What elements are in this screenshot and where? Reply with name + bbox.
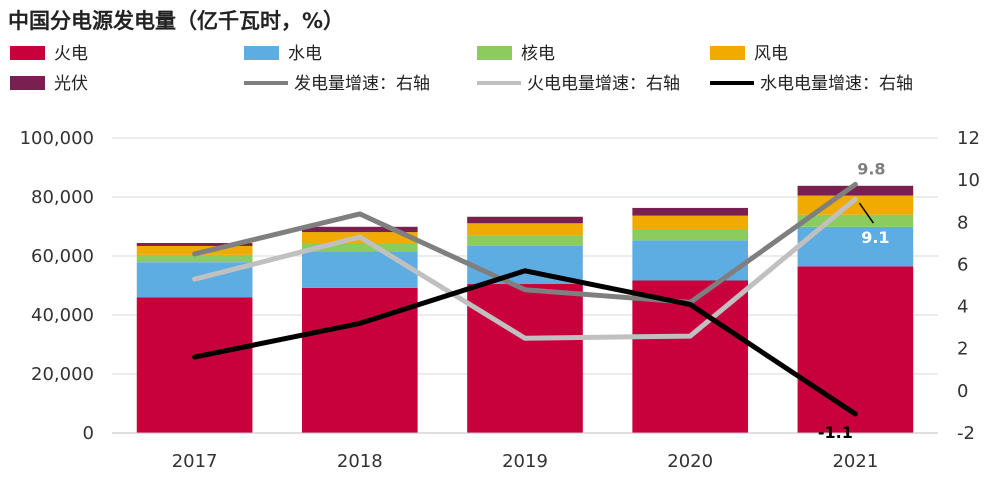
lines [192, 181, 858, 417]
y-tick-label: 80,000 [31, 187, 94, 208]
bar-3-2018 [301, 243, 418, 252]
x-tick-label: 2018 [337, 451, 383, 472]
bar-5-2019 [467, 216, 583, 224]
x-tick-label: 2017 [172, 451, 218, 472]
axes: 0 20,000 40,000 60,000 80,000 100,000 -2 0 2 4 6 8 1… [20, 128, 980, 472]
legend-swatch-3 [477, 46, 512, 60]
bar-4-2019 [467, 223, 583, 236]
bars [136, 185, 914, 433]
data-labels: 9.8 9.1 -1.1 [818, 159, 890, 442]
x-tick-label: 2021 [832, 451, 878, 472]
y2-tick-label: -2 [957, 423, 975, 444]
bar-5-2020 [632, 207, 749, 216]
bar-2-2018 [301, 251, 418, 288]
legend-label-1: 火电 [54, 44, 88, 64]
legend-swatch-2 [244, 46, 279, 60]
legend-label-6: 发电量增速：右轴 [294, 74, 430, 94]
legend-label-3: 核电 [521, 44, 555, 64]
bar-3-2020 [632, 229, 749, 241]
y2-tick-label: 12 [957, 128, 980, 149]
y2-tick-label: 8 [957, 212, 968, 233]
bar-1-2017 [136, 297, 253, 433]
data-label: 9.1 [861, 228, 889, 247]
legend-label-4: 风电 [754, 44, 788, 64]
legend-swatch-5 [10, 76, 45, 90]
line-series-3 [192, 268, 858, 417]
data-label: 9.8 [857, 159, 885, 178]
y-tick-label: 60,000 [31, 246, 94, 267]
line-series-2 [192, 196, 858, 341]
data-label: -1.1 [818, 423, 853, 442]
y2-tick-label: 2 [957, 339, 968, 360]
legend-swatch-1 [10, 46, 45, 60]
y2-tick-label: 4 [957, 297, 968, 318]
bar-3-2021 [797, 214, 914, 227]
legend-label-5: 光伏 [54, 74, 88, 94]
bar-5-2018 [301, 226, 418, 233]
bar-1-2019 [467, 284, 583, 433]
leader-line [858, 202, 875, 224]
bar-4-2017 [136, 245, 253, 255]
y2-tick-label: 0 [957, 381, 968, 402]
y-tick-label: 20,000 [31, 364, 94, 385]
chart-title: 中国分电源发电量（亿千瓦时，%） [8, 9, 344, 33]
bar-1-2021 [797, 266, 914, 433]
bar-3-2019 [467, 235, 583, 246]
x-tick-label: 2020 [667, 451, 713, 472]
bar-5-2021 [797, 185, 914, 196]
legend-label-8: 水电电量增速：右轴 [760, 74, 913, 94]
y2-tick-label: 6 [957, 254, 968, 275]
y-tick-label: 0 [83, 423, 94, 444]
bar-4-2021 [797, 195, 914, 215]
bar-5-2017 [136, 243, 253, 246]
bar-3-2017 [136, 254, 253, 263]
legend-swatch-4 [710, 46, 745, 60]
line-series-1 [192, 181, 858, 305]
y2-tick-label: 10 [957, 170, 980, 191]
y-tick-label: 100,000 [20, 128, 94, 149]
x-tick-label: 2019 [502, 451, 548, 472]
legend-label-2: 水电 [288, 44, 322, 64]
bar-4-2020 [632, 215, 749, 230]
legend-label-7: 火电电量增速：右轴 [527, 74, 680, 94]
y-tick-label: 40,000 [31, 305, 94, 326]
